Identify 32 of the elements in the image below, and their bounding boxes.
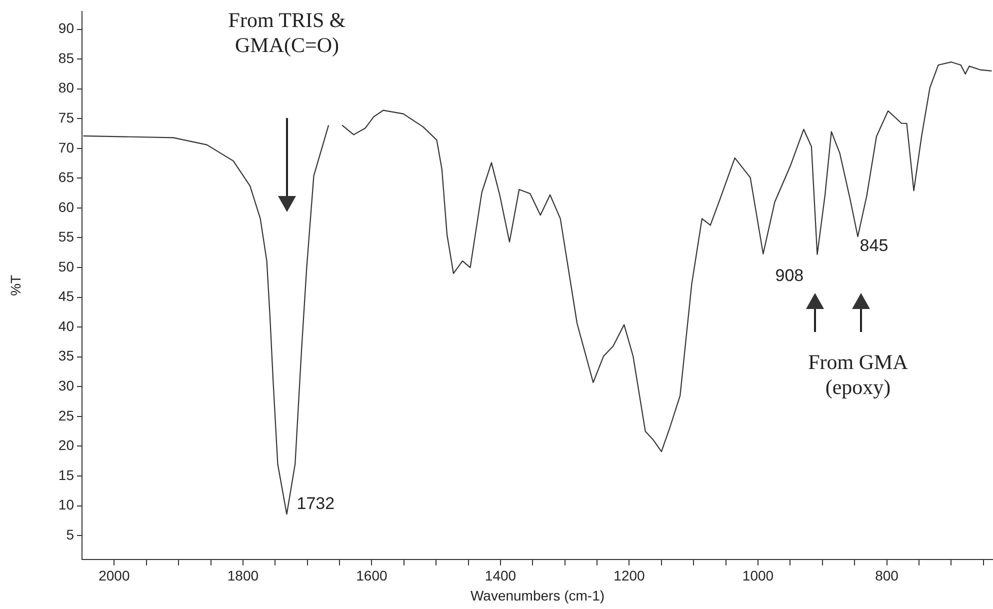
- x-tick-label: 1600: [356, 568, 388, 584]
- y-tick-label: 20: [58, 437, 74, 454]
- y-tick-label: 10: [58, 496, 74, 513]
- annotation: 908: [775, 266, 804, 286]
- x-tick-label: 1800: [227, 568, 259, 584]
- annotation: From GMA (epoxy): [807, 350, 909, 400]
- y-tick-label: 25: [58, 407, 74, 424]
- y-tick-label: 55: [58, 228, 74, 245]
- y-tick-label: 75: [58, 109, 74, 126]
- y-tick-label: 35: [58, 348, 74, 364]
- y-tick-label: 5: [66, 526, 74, 542]
- y-tick-label: 85: [58, 50, 74, 66]
- annotation: 845: [860, 236, 888, 256]
- x-tick-label: 1000: [742, 568, 774, 584]
- y-tick-label: 65: [58, 169, 74, 186]
- y-tick-label: 60: [58, 198, 74, 215]
- x-tick-label: 1200: [614, 568, 646, 584]
- y-tick-label: 80: [58, 80, 74, 96]
- y-axis-title: %T: [7, 274, 24, 296]
- y-tick-label: 90: [58, 20, 74, 36]
- x-tick-label: 800: [875, 568, 899, 584]
- y-tick-label: 50: [58, 258, 74, 274]
- y-tick-label: 40: [58, 318, 74, 334]
- x-axis-title: Wavenumbers (cm-1): [470, 587, 605, 604]
- x-tick-label: 2000: [98, 568, 130, 584]
- y-tick-label: 30: [58, 378, 74, 394]
- y-tick-label: 70: [58, 139, 74, 156]
- annotation: From TRIS & GMA(C=O): [227, 8, 347, 58]
- annotation: 1732: [296, 494, 335, 513]
- y-tick-label: 45: [58, 288, 74, 304]
- y-tick-label: 15: [58, 466, 74, 483]
- x-tick-label: 1400: [484, 568, 516, 584]
